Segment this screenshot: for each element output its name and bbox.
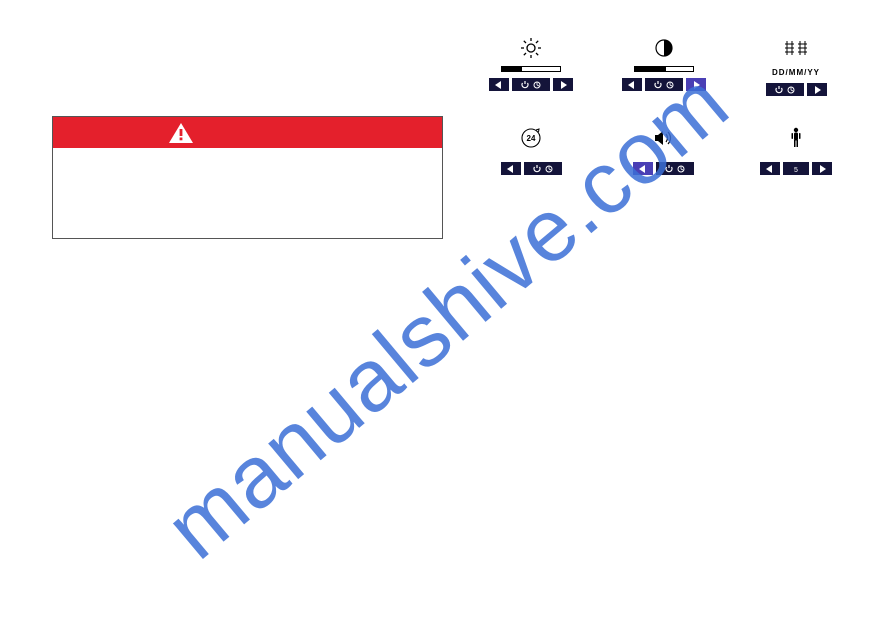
right-arrow-button[interactable]: [686, 78, 706, 91]
clock24-cell: 24: [477, 124, 585, 175]
half-circle-icon: [654, 34, 674, 62]
date-format-icon: [785, 34, 807, 62]
contrast-cell: [610, 34, 718, 96]
svg-text:24: 24: [527, 134, 536, 143]
speaker-icon: [653, 124, 675, 152]
power-button[interactable]: [512, 78, 550, 91]
svg-text:5: 5: [794, 167, 798, 173]
sun-icon: [520, 34, 542, 62]
warning-body: [53, 148, 442, 238]
settings-icons-area: DD/MM/YY 24: [477, 34, 850, 203]
left-arrow-button[interactable]: [501, 162, 521, 175]
clock-24-icon: 24: [520, 124, 542, 152]
left-arrow-button[interactable]: [633, 162, 653, 175]
power-button[interactable]: [766, 83, 804, 96]
right-arrow-button[interactable]: [553, 78, 573, 91]
person-icon: [790, 124, 802, 152]
power-button[interactable]: [656, 162, 694, 175]
power-button[interactable]: [524, 162, 562, 175]
left-arrow-button[interactable]: [622, 78, 642, 91]
brightness-cell: [477, 34, 585, 96]
warning-header: [53, 117, 442, 148]
settings-row-1: DD/MM/YY: [477, 34, 850, 96]
brightness-slider[interactable]: [501, 66, 561, 72]
mid-button[interactable]: 5: [783, 162, 809, 175]
left-arrow-button[interactable]: [760, 162, 780, 175]
left-arrow-button[interactable]: [489, 78, 509, 91]
volume-cell: [610, 124, 718, 175]
power-button[interactable]: [645, 78, 683, 91]
date-format-label: DD/MM/YY: [772, 68, 820, 77]
warning-box: [52, 116, 443, 239]
settings-row-2: 24: [477, 124, 850, 175]
warning-triangle-icon: [168, 122, 194, 144]
date-cell: DD/MM/YY: [742, 34, 850, 96]
right-arrow-button[interactable]: [807, 83, 827, 96]
right-arrow-button[interactable]: [812, 162, 832, 175]
person-cell: 5: [742, 124, 850, 175]
contrast-slider[interactable]: [634, 66, 694, 72]
